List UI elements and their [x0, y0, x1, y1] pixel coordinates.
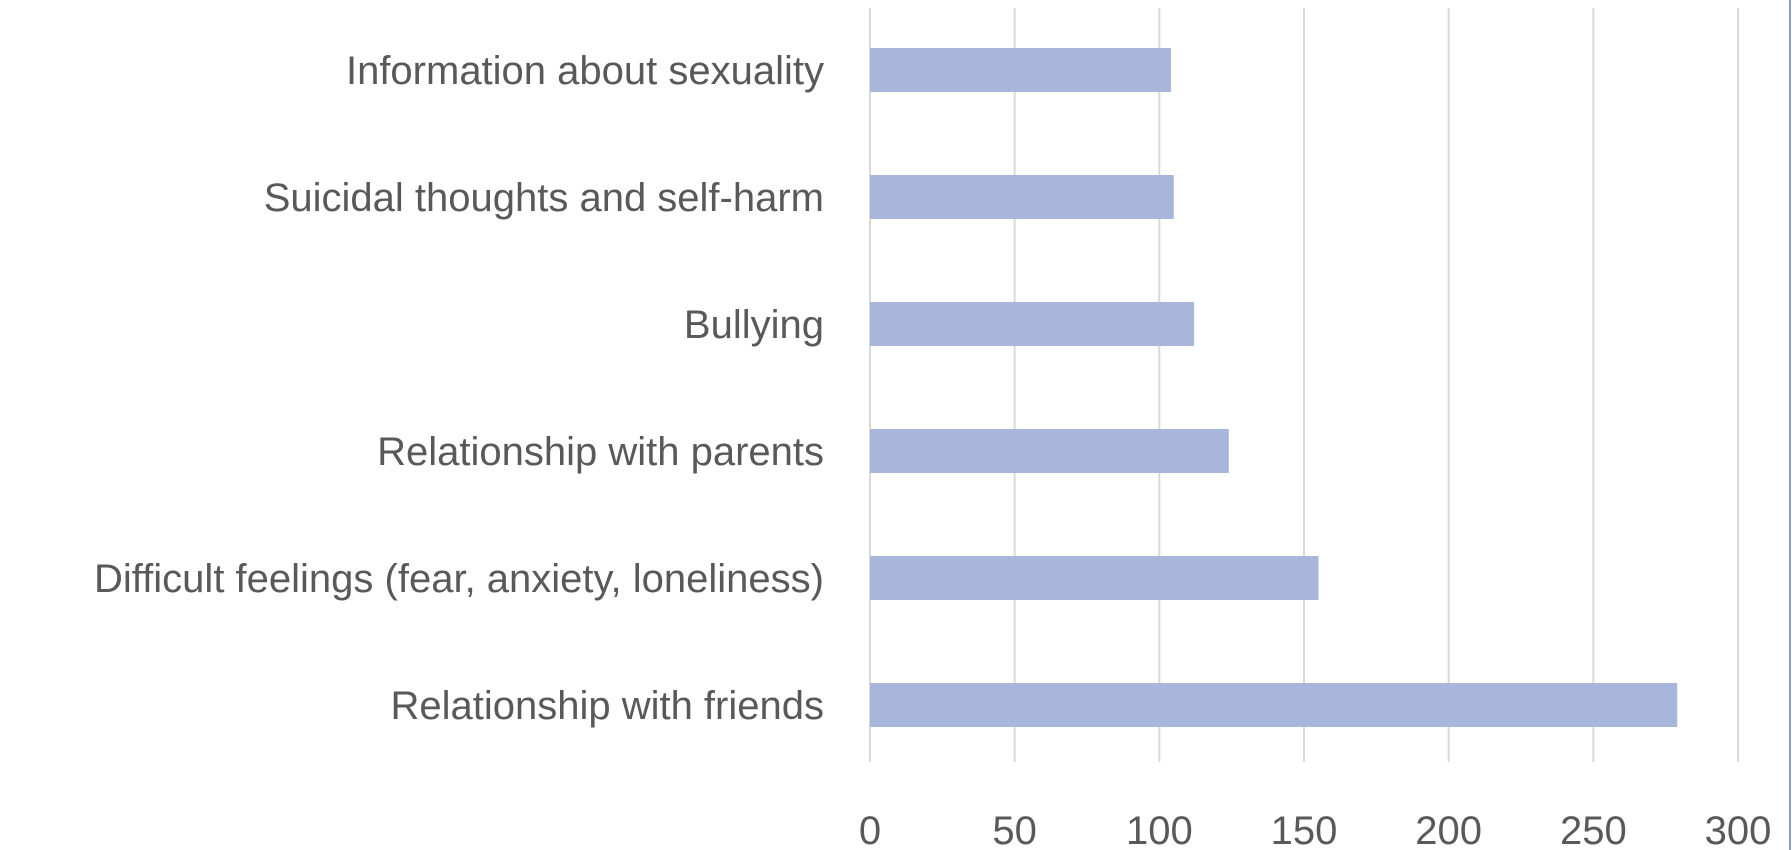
x-axis-ticks: 0 50 100 150 200 250 300 — [859, 809, 1772, 850]
category-label-3: Relationship with parents — [377, 430, 824, 474]
category-label-1: Suicidal thoughts and self-harm — [264, 176, 824, 220]
x-tick-label-200: 200 — [1415, 809, 1482, 850]
bar-1 — [870, 175, 1174, 219]
category-labels: Information about sexuality Suicidal thou… — [94, 49, 824, 728]
category-label-4: Difficult feelings (fear, anxiety, lonel… — [94, 557, 824, 601]
x-tick-label-50: 50 — [992, 809, 1037, 850]
bars — [870, 48, 1678, 727]
x-tick-label-150: 150 — [1271, 809, 1338, 850]
x-tick-label-100: 100 — [1126, 809, 1193, 850]
category-label-0: Information about sexuality — [346, 49, 824, 93]
x-tick-label-250: 250 — [1560, 809, 1627, 850]
bar-2 — [870, 302, 1195, 346]
bar-5 — [870, 683, 1678, 727]
x-tick-label-0: 0 — [859, 809, 881, 850]
x-tick-label-300: 300 — [1705, 809, 1772, 850]
bar-4 — [870, 556, 1319, 600]
bar-3 — [870, 429, 1229, 473]
gridlines — [869, 8, 1739, 762]
category-label-5: Relationship with friends — [390, 684, 824, 728]
category-label-2: Bullying — [684, 303, 824, 347]
bar-0 — [870, 48, 1171, 92]
